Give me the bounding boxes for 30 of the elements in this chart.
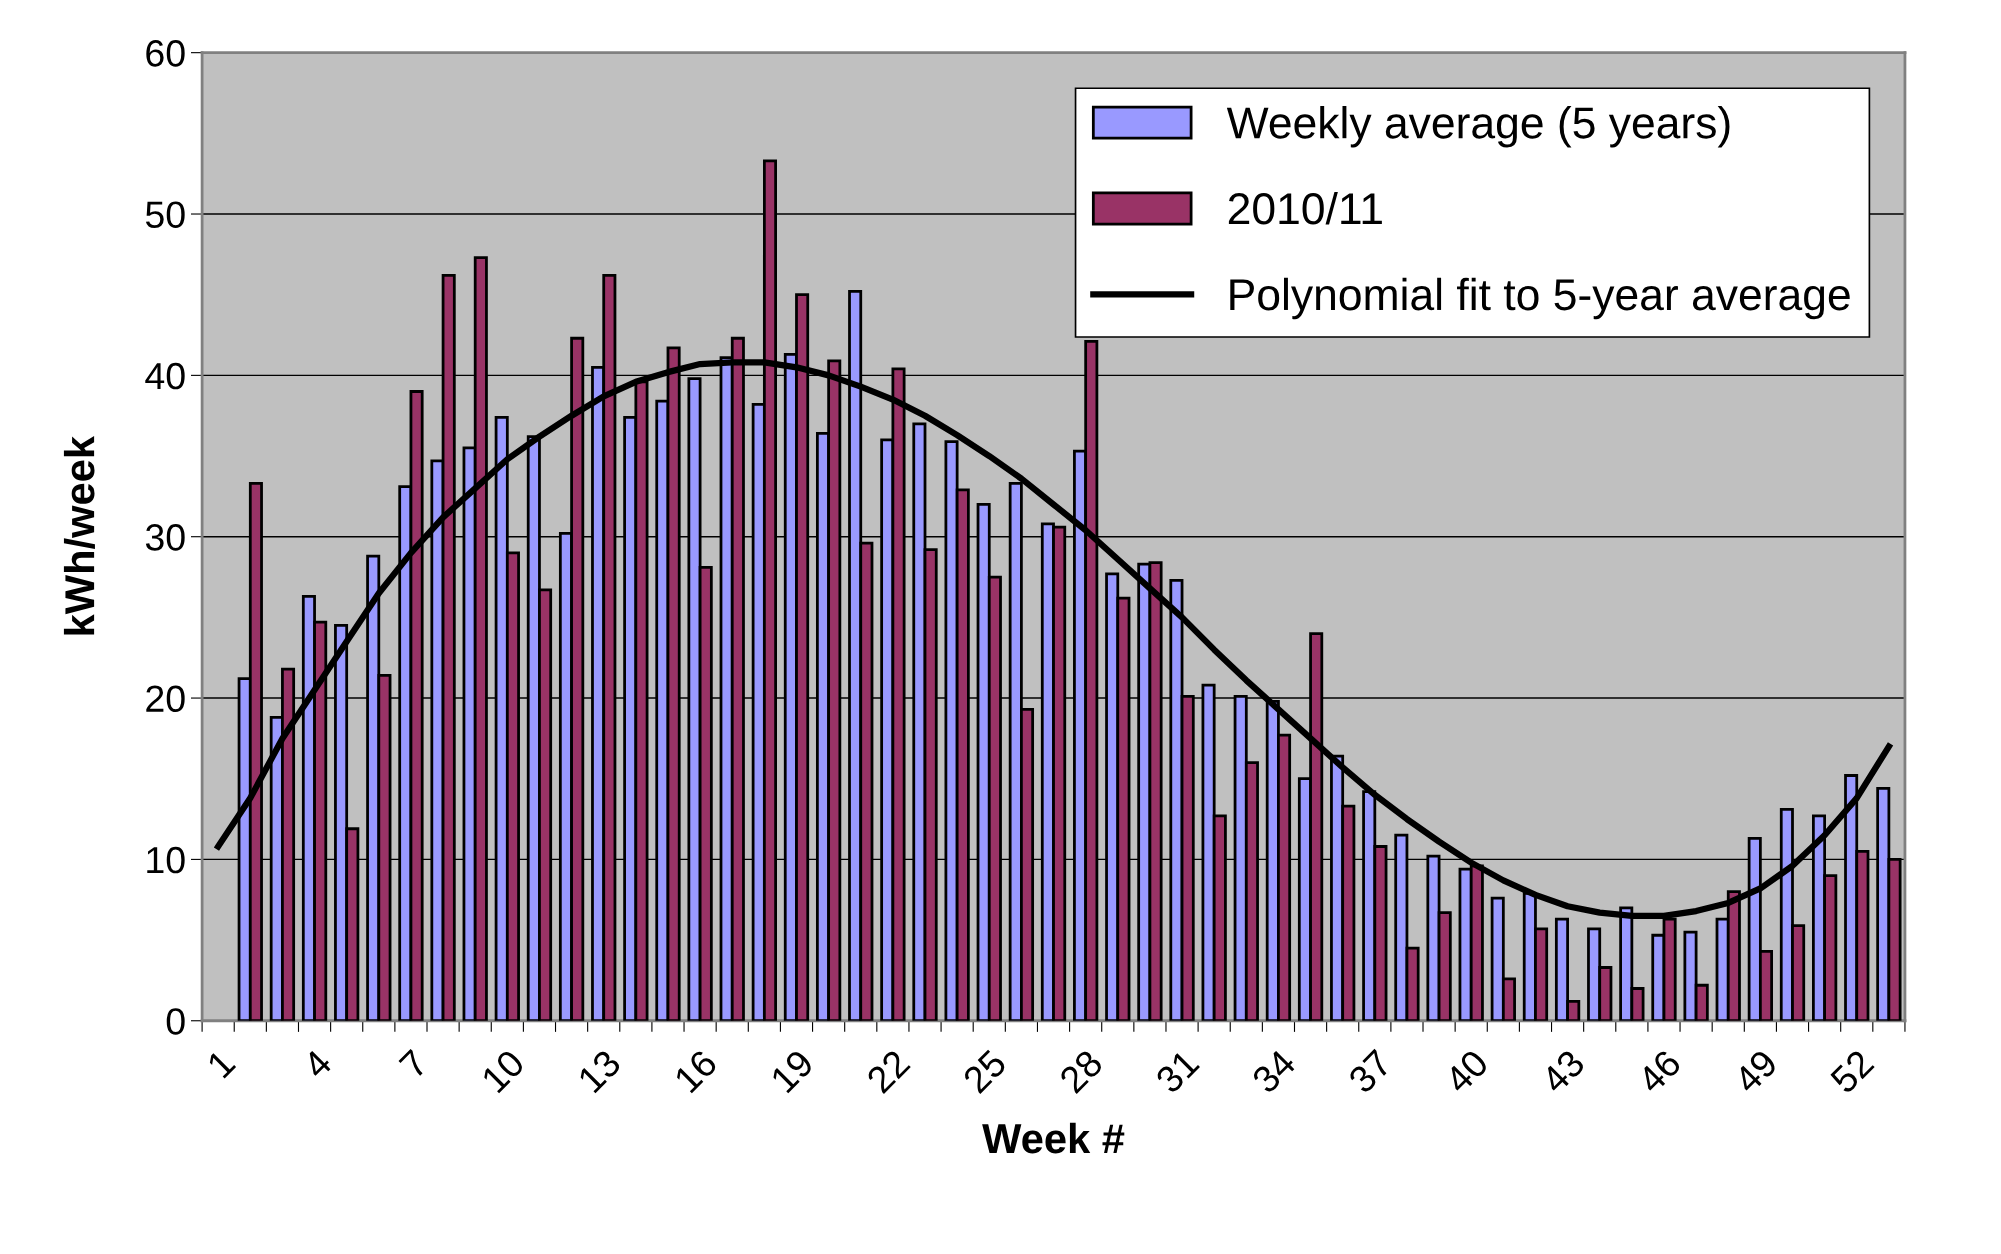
x-tick-label: 7	[398, 1048, 429, 1080]
x-tick-label: 31	[1154, 1048, 1201, 1095]
x-tick-label: 37	[1347, 1048, 1393, 1095]
y-tick-label: 50	[145, 201, 185, 228]
x-tick-label: 49	[1732, 1048, 1779, 1095]
y-axis-title: kWh/week	[63, 435, 95, 635]
y-tick-label: 0	[166, 1008, 185, 1035]
x-tick-label: 10	[480, 1048, 526, 1094]
y-tick-label: 10	[147, 846, 185, 874]
x-tick-label: 19	[769, 1048, 815, 1094]
x-tick-label: 16	[673, 1048, 719, 1094]
x-tick-label: 22	[865, 1048, 911, 1094]
y-tick-label: 60	[146, 40, 185, 67]
x-tick-label: 4	[301, 1048, 333, 1080]
x-tick-label: 1	[206, 1048, 237, 1079]
x-tick-label: 46	[1635, 1048, 1683, 1095]
y-tick-label: 20	[146, 685, 185, 713]
legend-label: Polynomial fit to 5-year average	[1230, 277, 1850, 320]
legend-label: Weekly average (5 years)	[1226, 106, 1730, 148]
x-tick-label: 13	[576, 1048, 623, 1094]
x-tick-label: 34	[1250, 1048, 1298, 1095]
y-tick-label: 30	[145, 524, 185, 551]
legend-label: 2010/11	[1228, 191, 1382, 225]
x-tick-label: 28	[1058, 1048, 1104, 1095]
y-tick-label: 40	[145, 362, 185, 390]
x-tick-label: 40	[1443, 1048, 1490, 1095]
x-tick-label: 25	[961, 1048, 1008, 1095]
x-axis-title: Week #	[982, 1122, 1125, 1154]
x-tick-label: 52	[1829, 1048, 1875, 1095]
x-tick-label: 43	[1539, 1048, 1586, 1095]
